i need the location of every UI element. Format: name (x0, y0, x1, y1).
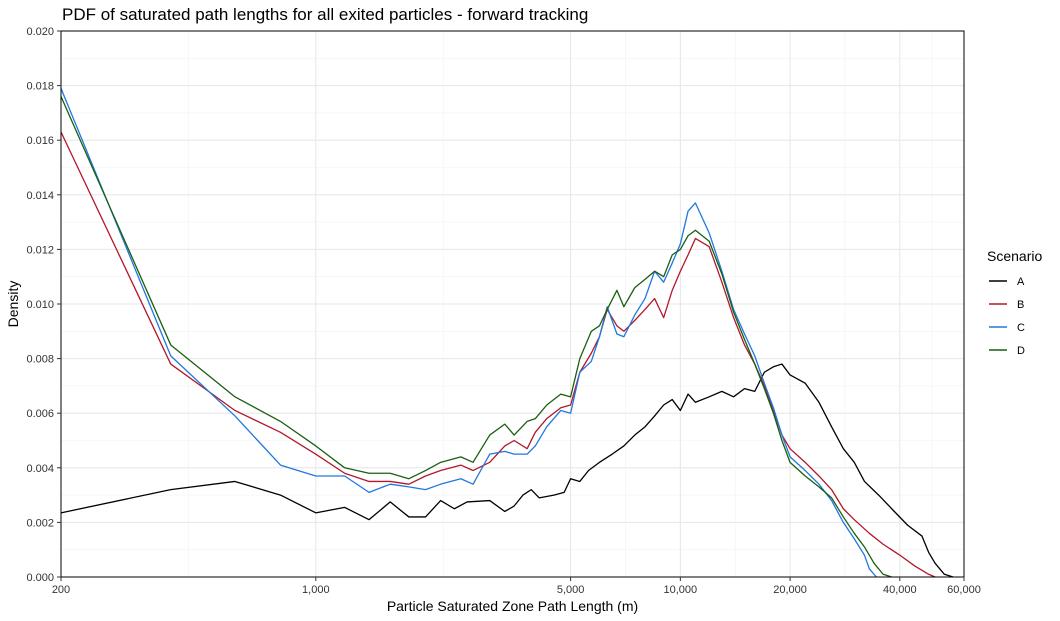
legend-label-d: D (1017, 345, 1025, 357)
series-line-a (60, 363, 954, 578)
x-tick-label: 1,000 (302, 584, 330, 596)
legend-title: Scenario (987, 248, 1042, 264)
x-tick-label: 200 (52, 584, 70, 596)
y-tick-label: 0.000 (26, 572, 54, 584)
y-tick-label: 0.008 (26, 354, 54, 366)
y-tick-label: 0.010 (26, 299, 54, 311)
legend-label-a: A (1017, 276, 1025, 288)
series-line-c (60, 88, 877, 578)
y-axis: 0.000 0.002 0.004 0.006 0.008 0.010 0.012 0.014… (26, 26, 61, 584)
series-line-d (60, 96, 892, 578)
x-axis-title: Particle Saturated Zone Path Length (m) (387, 598, 638, 614)
chart-title: PDF of saturated path lengths for all ex… (62, 5, 588, 24)
y-tick-label: 0.002 (26, 517, 54, 529)
legend-label-c: C (1017, 322, 1025, 334)
x-tick-label: 40,000 (883, 584, 917, 596)
y-tick-label: 0.014 (26, 190, 54, 202)
legend-label-b: B (1017, 299, 1024, 311)
y-tick-label: 0.020 (26, 26, 54, 38)
y-tick-label: 0.004 (26, 463, 54, 475)
y-tick-label: 0.018 (26, 81, 54, 93)
series-line-b (60, 131, 936, 578)
y-tick-label: 0.012 (26, 244, 54, 256)
x-axis: 200 1,000 5,000 10,000 20,000 40,000 60,000 (52, 577, 981, 596)
y-tick-label: 0.006 (26, 408, 54, 420)
x-tick-label: 20,000 (773, 584, 807, 596)
y-tick-label: 0.016 (26, 135, 54, 147)
series-layer (60, 88, 954, 578)
y-axis-title: Density (5, 281, 21, 328)
x-tick-label: 60,000 (947, 584, 981, 596)
x-tick-label: 5,000 (557, 584, 585, 596)
grid (60, 30, 965, 578)
x-tick-label: 10,000 (664, 584, 698, 596)
